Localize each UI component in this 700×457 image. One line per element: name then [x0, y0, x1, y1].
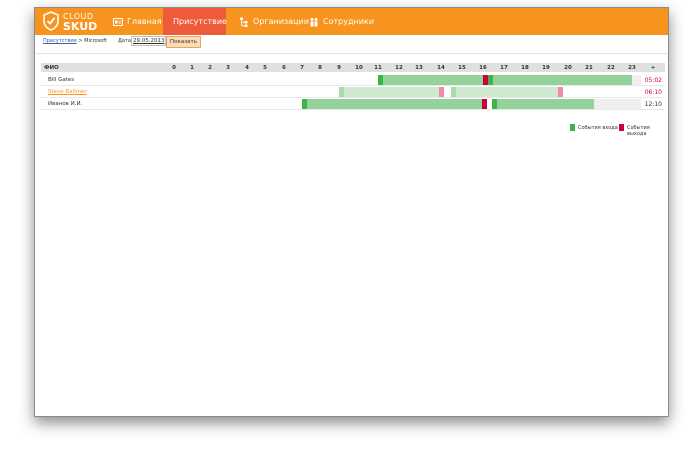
breadcrumb-current: Microsoft — [84, 38, 107, 44]
hour-header: 22 — [607, 65, 615, 71]
hour-header: 14 — [437, 65, 445, 71]
hour-header: 17 — [500, 65, 508, 71]
entry-legend-label: События входа — [578, 125, 618, 131]
nav-organizations-label: Организации — [253, 17, 309, 26]
hour-header: 6 — [282, 65, 286, 71]
hour-header: 2 — [208, 65, 212, 71]
entry-legend-swatch — [570, 124, 575, 131]
hour-header: 8 — [318, 65, 322, 71]
hour-header: 9 — [337, 65, 341, 71]
entry-event-marker — [378, 75, 383, 85]
hour-header: 4 — [245, 65, 249, 71]
hour-header: 10 — [355, 65, 363, 71]
hour-header: 13 — [415, 65, 423, 71]
employee-name-link[interactable]: Steve Ballmer — [48, 89, 87, 95]
total-time: 12:10 — [644, 101, 662, 108]
hour-header: 11 — [374, 65, 382, 71]
gap-interval — [487, 99, 492, 109]
hour-header: 23 — [628, 65, 636, 71]
date-input[interactable]: 29.05.2013 — [131, 36, 166, 46]
hour-header: 16 — [479, 65, 487, 71]
timeline-header — [41, 63, 665, 72]
org-tree-icon — [240, 17, 248, 27]
absence-interval — [632, 75, 641, 85]
date-label: Дата: — [118, 38, 133, 44]
people-icon — [310, 17, 318, 26]
breadcrumb-link-presence[interactable]: Присутствие — [43, 38, 77, 44]
entry-event-marker — [488, 75, 493, 85]
nav-presence-label: Присутствие — [173, 17, 227, 26]
nav-main[interactable]: Главная — [107, 8, 168, 35]
shield-logo-icon — [43, 11, 59, 31]
hour-header: 20 — [564, 65, 572, 71]
table-row — [41, 99, 665, 110]
id-card-icon — [113, 17, 123, 26]
table-row — [41, 75, 665, 86]
nav-presence[interactable]: Присутствие — [163, 8, 227, 35]
hour-header: 15 — [458, 65, 466, 71]
exit-event-marker — [482, 99, 487, 109]
breadcrumb: Присутствие > Microsoft — [43, 38, 107, 44]
employee-name: Иванов И.И. — [48, 101, 83, 107]
exit-legend-swatch — [619, 124, 624, 131]
exit-event-marker — [439, 87, 444, 97]
employee-name: Bill Gates — [48, 77, 75, 83]
nav-employees-label: Сотрудники — [323, 17, 374, 26]
presence-interval — [302, 99, 594, 109]
hour-header: 19 — [542, 65, 550, 71]
exit-legend-label: События выхода — [627, 125, 650, 137]
cloudskud-logo[interactable]: CLOUD SKUD — [43, 11, 113, 33]
brand-line-1: CLOUD — [63, 12, 94, 21]
nav-employees[interactable]: Сотрудники — [303, 8, 380, 35]
hour-header: 3 — [226, 65, 230, 71]
exit-event-marker — [483, 75, 488, 85]
hour-header: 5 — [263, 65, 267, 71]
hour-header: 18 — [521, 65, 529, 71]
presence-interval — [451, 87, 558, 97]
total-time: 06:10 — [644, 89, 662, 96]
hour-header: 1 — [190, 65, 194, 71]
app-window: CLOUD SKUD Главная Присутствие — [34, 7, 669, 417]
table-row — [41, 87, 665, 98]
exit-event-marker — [558, 87, 563, 97]
nav-main-label: Главная — [127, 17, 162, 26]
top-navigation-bar: CLOUD SKUD Главная Присутствие — [35, 8, 668, 35]
breadcrumb-separator: > — [76, 38, 85, 44]
entry-event-marker — [492, 99, 497, 109]
hour-header: 21 — [585, 65, 593, 71]
hour-header: 12 — [395, 65, 403, 71]
absence-interval — [594, 99, 641, 109]
brand-line-2: SKUD — [63, 20, 98, 33]
entry-event-marker — [451, 87, 456, 97]
name-column-header: ФИО — [44, 65, 59, 71]
hour-header: 7 — [300, 65, 304, 71]
presence-interval — [339, 87, 439, 97]
nav-organizations[interactable]: Организации — [233, 8, 315, 35]
total-time: 05:02 — [644, 77, 662, 84]
filter-bar — [35, 35, 668, 54]
total-column-header: + — [650, 65, 656, 71]
show-button[interactable]: Показать — [166, 36, 201, 48]
presence-interval — [378, 75, 632, 85]
entry-event-marker — [302, 99, 307, 109]
entry-event-marker — [339, 87, 344, 97]
hour-header: 0 — [172, 65, 176, 71]
